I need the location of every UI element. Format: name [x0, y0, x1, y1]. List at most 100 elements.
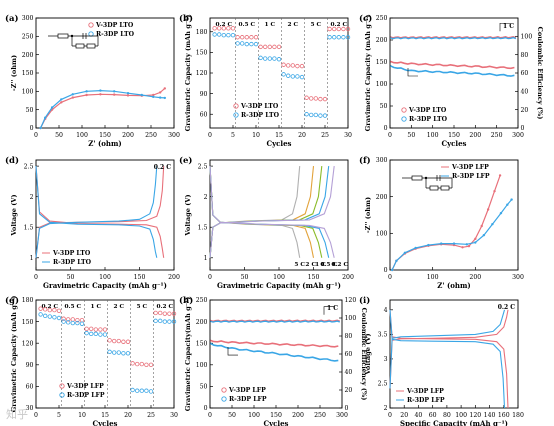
data-point [85, 93, 88, 97]
y-tick-label: 250 [196, 297, 208, 304]
data-point [61, 319, 66, 324]
rate-label: 5 C [136, 304, 147, 310]
data-point [216, 26, 222, 31]
data-point [43, 307, 48, 312]
data-point [499, 211, 503, 215]
x-tick-label: 200 [469, 274, 481, 281]
x-tick-label: 150 [448, 132, 460, 139]
y2-axis-label: Coulombic Efficiency (%) [536, 27, 544, 120]
circuit-node [70, 34, 74, 38]
data-point [295, 74, 300, 79]
y-axis-label: Gravimetric Capacity (mAh g⁻¹) [10, 296, 18, 413]
legend-label: V-3DP LFP [66, 383, 104, 390]
x-tick-label: 300 [336, 412, 348, 419]
y-tick-label: 1.5 [24, 224, 34, 231]
series-line [35, 166, 158, 258]
y-tick-label: 2 [30, 194, 34, 201]
data-point [79, 321, 85, 326]
x-tick-label: 100 [76, 132, 88, 139]
x-tick-label: 200 [122, 132, 134, 139]
data-point [126, 94, 130, 97]
data-point [345, 35, 351, 40]
data-point [309, 96, 314, 101]
y-tick-label: 60 [26, 384, 34, 391]
y-tick-label: 100 [196, 362, 208, 369]
y-tick-label: 90 [200, 91, 208, 98]
data-point [88, 331, 94, 337]
y2-tick-label: 80 [345, 333, 353, 340]
panel-label: (i) [359, 295, 370, 306]
discharge-curve [209, 166, 335, 258]
legend-marker [59, 383, 65, 389]
capacity-line [210, 339, 339, 348]
y-tick-label: 90 [26, 362, 34, 369]
x-tick-label: 10 [78, 412, 86, 419]
rate-label: 0.2 C [331, 262, 348, 268]
y-tick-label: 50 [380, 103, 388, 110]
panel-label: (b) [179, 13, 193, 24]
data-point [263, 44, 268, 50]
data-point [336, 35, 341, 40]
data-point [332, 26, 337, 32]
x-tick-label: 0 [388, 412, 392, 419]
y-tick-label: 100 [376, 81, 388, 88]
panel-label: (g) [5, 295, 19, 306]
data-point [452, 242, 456, 245]
data-point [99, 89, 102, 92]
data-point [226, 32, 231, 38]
data-point [163, 96, 166, 100]
series-line [35, 166, 165, 258]
data-point [332, 35, 337, 40]
data-point [113, 93, 116, 96]
y-axis-label: Voltage (V) [10, 194, 18, 236]
data-point [327, 35, 332, 40]
axis-pointer [323, 306, 334, 315]
circuit-node [424, 176, 428, 180]
y2-tick-label: 0 [521, 125, 525, 132]
data-point [239, 35, 245, 40]
data-point [299, 63, 305, 69]
y-tick-label: 150 [22, 319, 34, 326]
legend-marker [221, 396, 227, 402]
legend-marker [233, 112, 239, 118]
x-tick-label: 100 [455, 412, 467, 419]
legend-label: V-3DP LFP [451, 164, 489, 171]
x-tick-label: 50 [407, 132, 415, 139]
x-tick-label: 250 [145, 132, 157, 139]
series-line [40, 87, 166, 129]
y-tick-label: 4 [384, 307, 388, 314]
data-point [309, 112, 314, 118]
data-point [98, 327, 103, 332]
data-point [474, 237, 477, 241]
data-point [159, 96, 162, 99]
x-tick-label: 10 [252, 132, 260, 139]
x-tick-label: 100 [273, 274, 285, 281]
data-point [465, 243, 468, 246]
legend-label: R-3DP LTO [53, 259, 92, 266]
x-tick-label: 200 [469, 132, 481, 139]
data-point [56, 308, 62, 313]
legend-marker [88, 31, 94, 37]
data-point [171, 311, 177, 316]
x-tick-label: 150 [134, 274, 146, 281]
rate-label: 2 C [113, 304, 124, 310]
y2-tick-label: 0 [345, 405, 349, 412]
y2-tick-label: 60 [345, 351, 353, 358]
data-point [107, 349, 112, 355]
capacity-line [390, 65, 515, 77]
data-point [111, 338, 117, 344]
y-tick-label: 150 [196, 340, 208, 347]
y-tick-label: 200 [22, 52, 34, 59]
data-point [230, 26, 236, 31]
x-axis-label: Cycles [264, 419, 289, 426]
rate-label: 5 C [310, 22, 321, 28]
x-tick-label: 25 [147, 412, 155, 419]
chart-panel-i: 0 20 40 60 80 100 120 140 160 180 2 2.5 3 3.5 4 Specifi… [359, 295, 524, 426]
data-point [461, 246, 464, 249]
circuit-resistor-rct [75, 43, 85, 49]
legend-label: R-3DP LTO [409, 116, 448, 123]
y-axis-label: -Z'' (ohm) [10, 55, 18, 91]
x-axis-label: Gravimetric Capacity (mAh g⁻¹) [43, 281, 167, 290]
rate-label: 2 C [305, 262, 316, 268]
series-line [389, 309, 506, 389]
